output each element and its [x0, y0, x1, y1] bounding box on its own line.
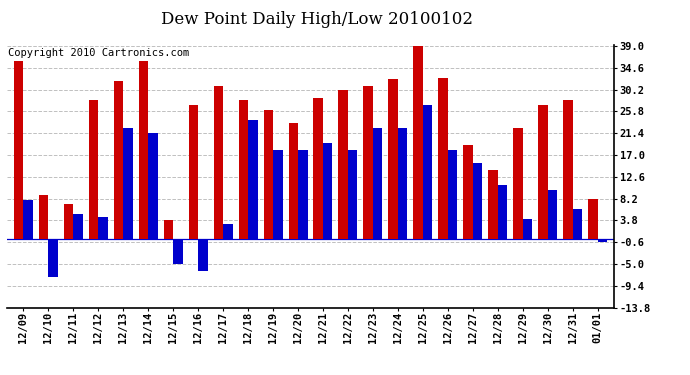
Bar	[213, 86, 223, 239]
Bar	[39, 195, 48, 239]
Bar	[348, 150, 357, 239]
Bar	[513, 128, 523, 239]
Bar	[14, 61, 23, 239]
Bar	[48, 239, 58, 277]
Bar	[288, 123, 298, 239]
Bar	[364, 86, 373, 239]
Bar	[413, 46, 423, 239]
Bar	[538, 105, 548, 239]
Bar	[388, 79, 398, 239]
Bar	[489, 170, 498, 239]
Bar	[23, 200, 32, 239]
Bar	[423, 105, 433, 239]
Bar	[239, 100, 248, 239]
Bar	[464, 145, 473, 239]
Bar	[548, 190, 558, 239]
Bar	[188, 105, 198, 239]
Bar	[323, 143, 333, 239]
Bar	[448, 150, 457, 239]
Bar	[63, 204, 73, 239]
Bar	[498, 184, 507, 239]
Bar	[298, 150, 308, 239]
Bar	[223, 224, 233, 239]
Bar	[164, 220, 173, 239]
Bar	[563, 100, 573, 239]
Bar	[248, 120, 257, 239]
Bar	[313, 99, 323, 239]
Bar	[398, 128, 408, 239]
Bar	[114, 81, 123, 239]
Bar	[88, 100, 98, 239]
Bar	[73, 214, 83, 239]
Bar	[339, 90, 348, 239]
Bar	[598, 239, 607, 242]
Bar	[173, 239, 183, 264]
Text: Dew Point Daily High/Low 20100102: Dew Point Daily High/Low 20100102	[161, 11, 473, 28]
Bar	[473, 163, 482, 239]
Bar	[198, 239, 208, 272]
Bar	[589, 198, 598, 239]
Bar	[264, 110, 273, 239]
Bar	[438, 78, 448, 239]
Bar	[123, 128, 132, 239]
Bar	[523, 219, 533, 239]
Bar	[373, 128, 382, 239]
Bar	[148, 133, 157, 239]
Bar	[139, 61, 148, 239]
Text: Copyright 2010 Cartronics.com: Copyright 2010 Cartronics.com	[8, 48, 189, 58]
Bar	[98, 217, 108, 239]
Bar	[273, 150, 282, 239]
Bar	[573, 209, 582, 239]
